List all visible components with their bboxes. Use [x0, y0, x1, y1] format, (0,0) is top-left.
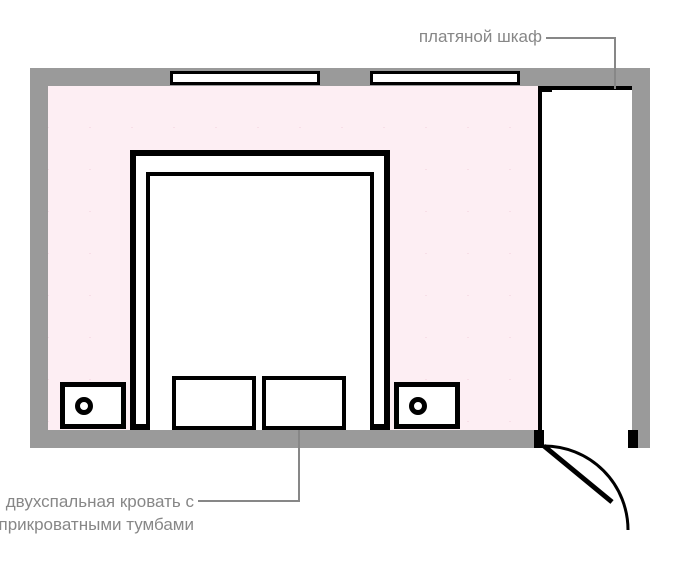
leader-bed-h	[198, 500, 298, 502]
floorplan-canvas: платяной шкаф двухспальная кровать с дву…	[0, 0, 695, 576]
lamp-icon	[75, 397, 93, 415]
window-2	[370, 71, 520, 85]
pillow-right	[262, 376, 346, 430]
nightstand-left	[60, 382, 126, 429]
label-bed-line1: двухспальная кровать с	[6, 492, 194, 511]
label-wardrobe: платяной шкаф	[400, 26, 542, 49]
label-bed-line2: двумя прикроватными тумбами	[0, 515, 194, 534]
nightstand-right	[394, 382, 460, 429]
wall-right	[632, 68, 650, 448]
wall-left	[30, 68, 48, 448]
door-swing	[520, 430, 660, 540]
wall-top	[30, 68, 650, 86]
wall-bottom-left	[30, 430, 542, 448]
window-1	[170, 71, 320, 85]
wardrobe-top-mark	[538, 86, 552, 92]
wardrobe	[538, 86, 632, 430]
pillow-left	[172, 376, 256, 430]
label-wardrobe-text: платяной шкаф	[419, 27, 542, 46]
leader-bed-v	[298, 430, 300, 502]
label-bed: двухспальная кровать с двумя прикроватны…	[0, 491, 194, 537]
lamp-icon	[409, 397, 427, 415]
leader-wardrobe-v	[614, 37, 616, 89]
leader-wardrobe-h	[546, 37, 614, 39]
